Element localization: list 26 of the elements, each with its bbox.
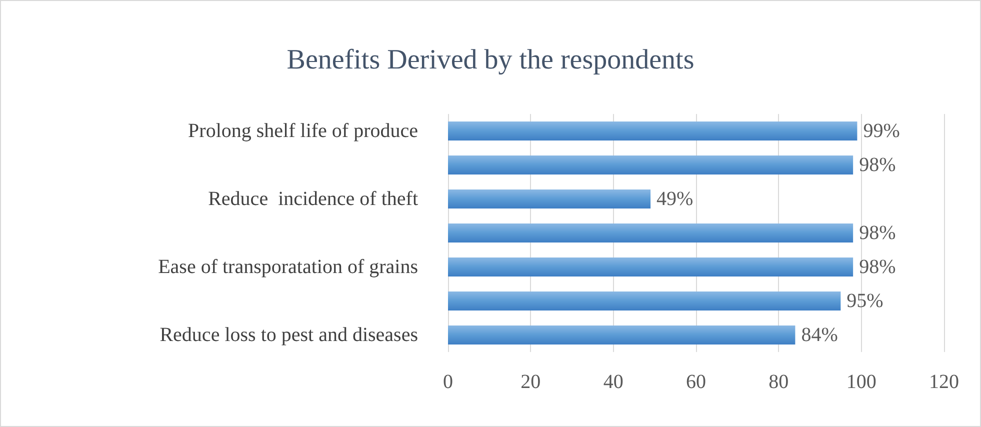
y-tick-label: Reduce loss to pest and diseases — [160, 324, 418, 346]
x-tick-label: 60 — [686, 371, 706, 393]
x-tick-label: 120 — [929, 371, 959, 393]
bar — [448, 224, 854, 242]
bar — [448, 292, 841, 310]
data-label: 84% — [801, 324, 838, 346]
y-tick-label: Reduce incidence of theft — [208, 188, 418, 210]
data-label: 99% — [863, 120, 900, 142]
bar — [448, 190, 651, 208]
data-label: 98% — [859, 154, 896, 176]
data-label: 98% — [859, 256, 896, 278]
y-tick-label: Prolong shelf life of produce — [188, 120, 418, 142]
bar — [448, 326, 796, 344]
chart-title: Benefits Derived by the respondents — [286, 44, 694, 76]
x-tick-label: 20 — [520, 371, 541, 393]
x-tick-label: 80 — [768, 371, 789, 393]
data-label: 49% — [656, 188, 694, 210]
data-label: 95% — [846, 290, 884, 312]
data-label: 98% — [859, 222, 896, 244]
x-tick-label: 40 — [603, 371, 624, 393]
x-tick-label: 0 — [443, 371, 453, 393]
x-tick-label: 100 — [846, 371, 876, 393]
bar — [448, 122, 858, 140]
y-tick-label: Ease of transporatation of grains — [158, 256, 418, 278]
bar — [448, 258, 854, 276]
bar — [448, 156, 854, 174]
